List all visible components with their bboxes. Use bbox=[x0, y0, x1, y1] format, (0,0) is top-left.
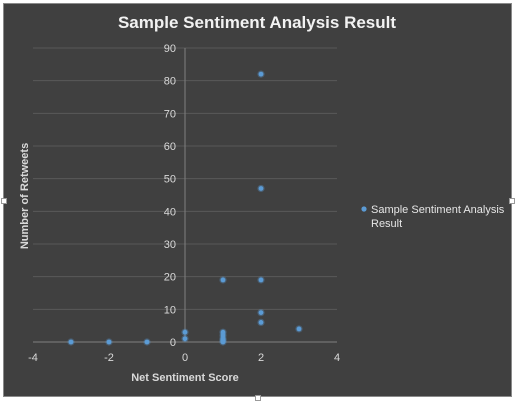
legend[interactable]: Sample Sentiment Analysis Result bbox=[361, 204, 507, 230]
x-axis-title: Net Sentiment Score bbox=[131, 372, 239, 384]
chart-title: Sample Sentiment Analysis Result bbox=[118, 13, 396, 32]
x-tick-label: 0 bbox=[182, 352, 188, 364]
y-tick-label: 40 bbox=[164, 206, 176, 218]
data-point[interactable] bbox=[68, 339, 74, 345]
y-tick-label: 50 bbox=[164, 174, 176, 186]
y-tick-label: 70 bbox=[164, 108, 176, 120]
data-point[interactable] bbox=[258, 186, 264, 191]
data-point[interactable] bbox=[144, 339, 150, 345]
data-point[interactable] bbox=[182, 336, 188, 342]
x-tick-label: -2 bbox=[104, 352, 114, 364]
data-points bbox=[67, 70, 303, 346]
y-axis-ticks: 0 10 20 30 40 50 60 70 80 90 bbox=[164, 43, 176, 349]
y-tick-label: 90 bbox=[164, 43, 176, 55]
legend-label-line-2: Result bbox=[371, 218, 402, 230]
x-axis-ticks: -4 -2 0 2 4 bbox=[28, 352, 340, 364]
legend-marker bbox=[361, 206, 367, 212]
y-tick-label: 80 bbox=[164, 76, 176, 88]
x-tick-label: 4 bbox=[334, 352, 340, 364]
chart-area[interactable] bbox=[3, 3, 512, 397]
y-tick-label: 60 bbox=[164, 141, 176, 153]
x-tick-label: 2 bbox=[258, 352, 264, 364]
data-point[interactable] bbox=[296, 326, 302, 332]
data-point[interactable] bbox=[182, 329, 188, 335]
y-tick-label: 20 bbox=[164, 272, 176, 284]
data-point[interactable] bbox=[258, 320, 264, 325]
data-point[interactable] bbox=[258, 277, 264, 283]
x-tick-label: -4 bbox=[28, 352, 38, 364]
y-tick-label: 30 bbox=[164, 239, 176, 251]
legend-label: Sample Sentiment Analysis Result bbox=[371, 204, 507, 230]
y-axis-title: Number of Retweets bbox=[19, 143, 31, 249]
data-point[interactable] bbox=[220, 329, 226, 335]
data-point[interactable] bbox=[220, 277, 226, 283]
axes bbox=[33, 48, 337, 343]
resize-handle-left[interactable] bbox=[1, 198, 7, 204]
data-point[interactable] bbox=[258, 310, 264, 315]
legend-label-line-1: Sample Sentiment Analysis bbox=[371, 204, 505, 216]
data-point[interactable] bbox=[258, 71, 264, 77]
data-point[interactable] bbox=[106, 339, 112, 345]
y-tick-label: 0 bbox=[170, 337, 176, 349]
y-tick-label: 10 bbox=[164, 304, 176, 316]
